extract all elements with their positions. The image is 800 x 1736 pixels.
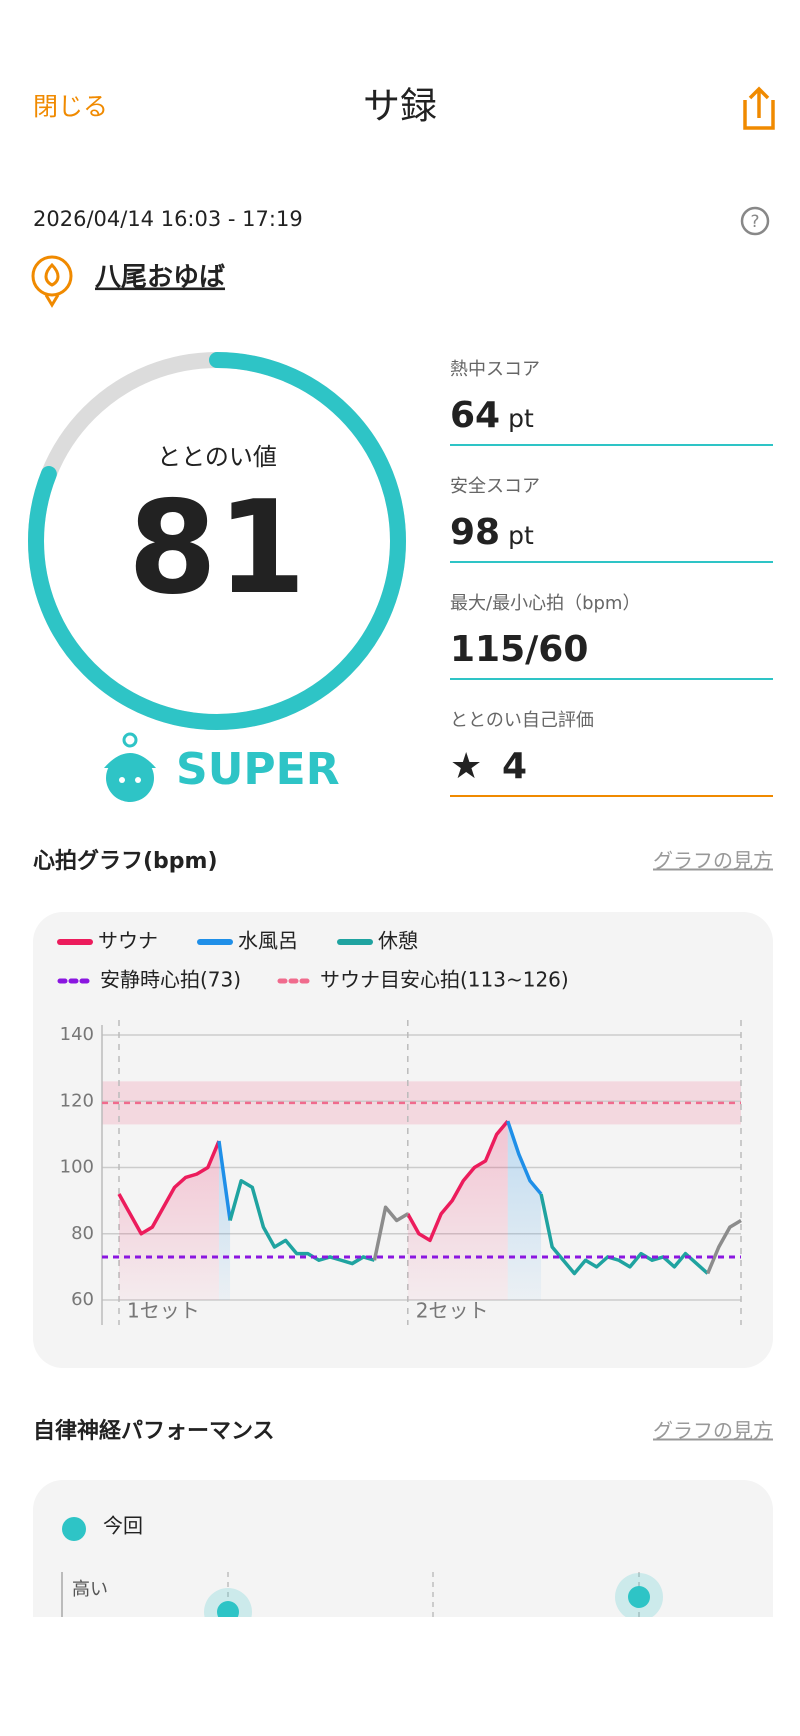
help-button[interactable]: ?: [740, 206, 770, 236]
metric-label: ととのい自己評価: [450, 710, 594, 731]
legend-label: 休憩: [378, 929, 418, 953]
facility-name[interactable]: 八尾おゆば: [95, 263, 225, 293]
metric-label: 安全スコア: [450, 476, 540, 497]
score-label: ととのい値: [157, 443, 277, 471]
facility-icon: [31, 255, 73, 308]
share-button[interactable]: [743, 86, 775, 130]
metric-unit: pt: [508, 521, 534, 550]
metric-label: 熱中スコア: [450, 359, 540, 380]
line: [228, 1179, 375, 1266]
area: [507, 1121, 542, 1300]
line: [706, 1218, 742, 1275]
area: [407, 1121, 508, 1300]
line: [506, 1120, 543, 1196]
line: [117, 1140, 221, 1236]
line: [217, 1140, 232, 1221]
line: [372, 1205, 409, 1261]
y-tick-label: 60: [71, 1289, 94, 1310]
y-tick-label: 100: [60, 1157, 94, 1178]
session-datetime: 2026/04/14 16:03 - 17:19: [33, 207, 303, 231]
legend-label: 水風呂: [238, 929, 298, 953]
autonomic-card: 今回 高い: [33, 1480, 773, 1617]
y-tick-label: 120: [60, 1090, 94, 1111]
area: [218, 1141, 231, 1300]
legend-label: サウナ: [98, 929, 158, 953]
metric-value: 115/60: [450, 629, 588, 670]
y-tick-label: 80: [71, 1223, 94, 1244]
set-label: 1セット: [127, 1299, 200, 1323]
metric-label: 最大/最小心拍（bpm）: [450, 593, 640, 614]
rank-icon: [104, 732, 156, 802]
help-link[interactable]: グラフの見方: [653, 1419, 773, 1443]
close-button[interactable]: 閉じる: [33, 92, 108, 121]
star-icon: ★: [450, 746, 482, 787]
y-tick-label: 140: [60, 1024, 94, 1045]
metric-value: 4: [502, 746, 527, 787]
rank-label: SUPER: [176, 744, 340, 795]
y-axis-label: 高い: [72, 1579, 108, 1600]
score-value: 81: [128, 474, 306, 623]
page-title: サ録: [363, 85, 437, 128]
area: [119, 1141, 219, 1300]
section-title: 自律神経パフォーマンス: [33, 1418, 275, 1444]
metric-value: 64: [450, 395, 500, 436]
svg-text:?: ?: [750, 212, 759, 232]
line: [406, 1120, 510, 1243]
metric-unit: pt: [508, 404, 534, 433]
metric-value: 98: [450, 512, 500, 553]
section-title: 心拍グラフ(bpm): [33, 848, 218, 874]
score-ring: [28, 352, 406, 730]
set-label: 2セット: [416, 1299, 489, 1323]
help-link[interactable]: グラフの見方: [653, 849, 773, 873]
line: [539, 1193, 709, 1276]
legend-label: サウナ目安心拍(113~126): [320, 968, 569, 992]
legend-label: 安静時心拍(73): [100, 968, 241, 992]
legend-label: 今回: [103, 1514, 143, 1538]
